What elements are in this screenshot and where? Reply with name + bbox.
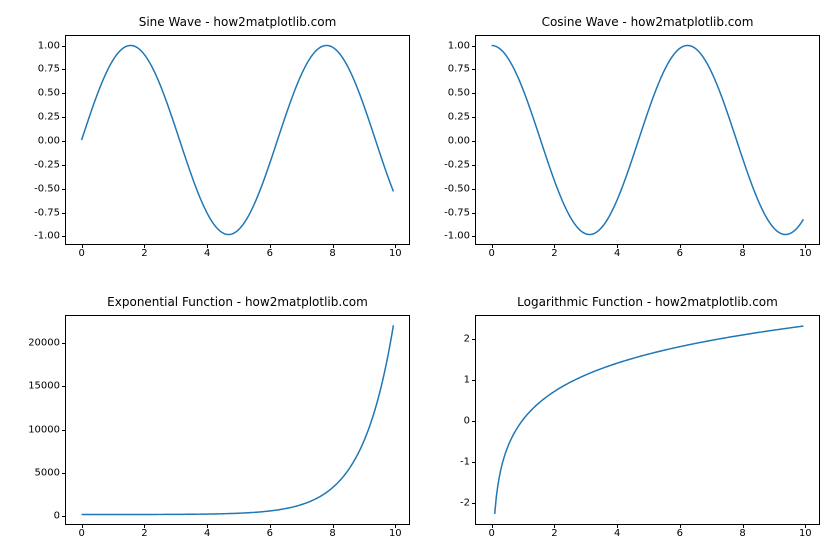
xtick-mark [805, 524, 806, 528]
line-plot [476, 36, 819, 244]
xtick-mark [207, 524, 208, 528]
subplot-title: Logarithmic Function - how2matplotlib.co… [475, 295, 820, 309]
subplot-logarithmic: Logarithmic Function - how2matplotlib.co… [475, 315, 820, 525]
plot-area: -1.00-0.75-0.50-0.250.000.250.500.751.00… [475, 35, 820, 245]
xtick-mark [554, 524, 555, 528]
subplot-sine: Sine Wave - how2matplotlib.com-1.00-0.75… [65, 35, 410, 245]
xtick-mark [492, 524, 493, 528]
line-plot [476, 316, 819, 524]
line-plot [66, 36, 409, 244]
xtick-mark [617, 244, 618, 248]
xtick-mark [680, 244, 681, 248]
ytick-label: 20000 [28, 337, 66, 348]
figure: Sine Wave - how2matplotlib.com -1.00-0.75… [0, 0, 840, 560]
ytick-label: 15000 [28, 381, 66, 392]
xtick-mark [743, 244, 744, 248]
xtick-mark [270, 244, 271, 248]
subplot-cosine: Cosine Wave - how2matplotlib.com-1.00-0.… [475, 35, 820, 245]
xtick-mark [82, 244, 83, 248]
xtick-mark [395, 244, 396, 248]
xtick-mark [805, 244, 806, 248]
xtick-mark [554, 244, 555, 248]
xtick-mark [395, 524, 396, 528]
xtick-mark [333, 244, 334, 248]
plot-area: -1.00-0.75-0.50-0.250.000.250.500.751.00… [65, 35, 410, 245]
xtick-mark [207, 244, 208, 248]
subplot-exponential: Exponential Function - how2matplotlib.co… [65, 315, 410, 525]
xtick-mark [617, 524, 618, 528]
plot-area: 050001000015000200000246810 [65, 315, 410, 525]
xtick-mark [680, 524, 681, 528]
xtick-mark [144, 244, 145, 248]
xtick-mark [144, 524, 145, 528]
xtick-mark [333, 524, 334, 528]
xtick-mark [492, 244, 493, 248]
xtick-mark [82, 524, 83, 528]
subplot-title: Sine Wave - how2matplotlib.com [65, 15, 410, 29]
ytick-label: 10000 [28, 424, 66, 435]
series-line [82, 325, 394, 514]
subplot-title: Cosine Wave - how2matplotlib.com [475, 15, 820, 29]
plot-area: -2-10120246810 [475, 315, 820, 525]
xtick-mark [270, 524, 271, 528]
series-line [495, 326, 804, 514]
series-line [492, 45, 804, 234]
line-plot [66, 316, 409, 524]
series-line [82, 45, 394, 234]
subplot-title: Exponential Function - how2matplotlib.co… [65, 295, 410, 309]
xtick-mark [743, 524, 744, 528]
